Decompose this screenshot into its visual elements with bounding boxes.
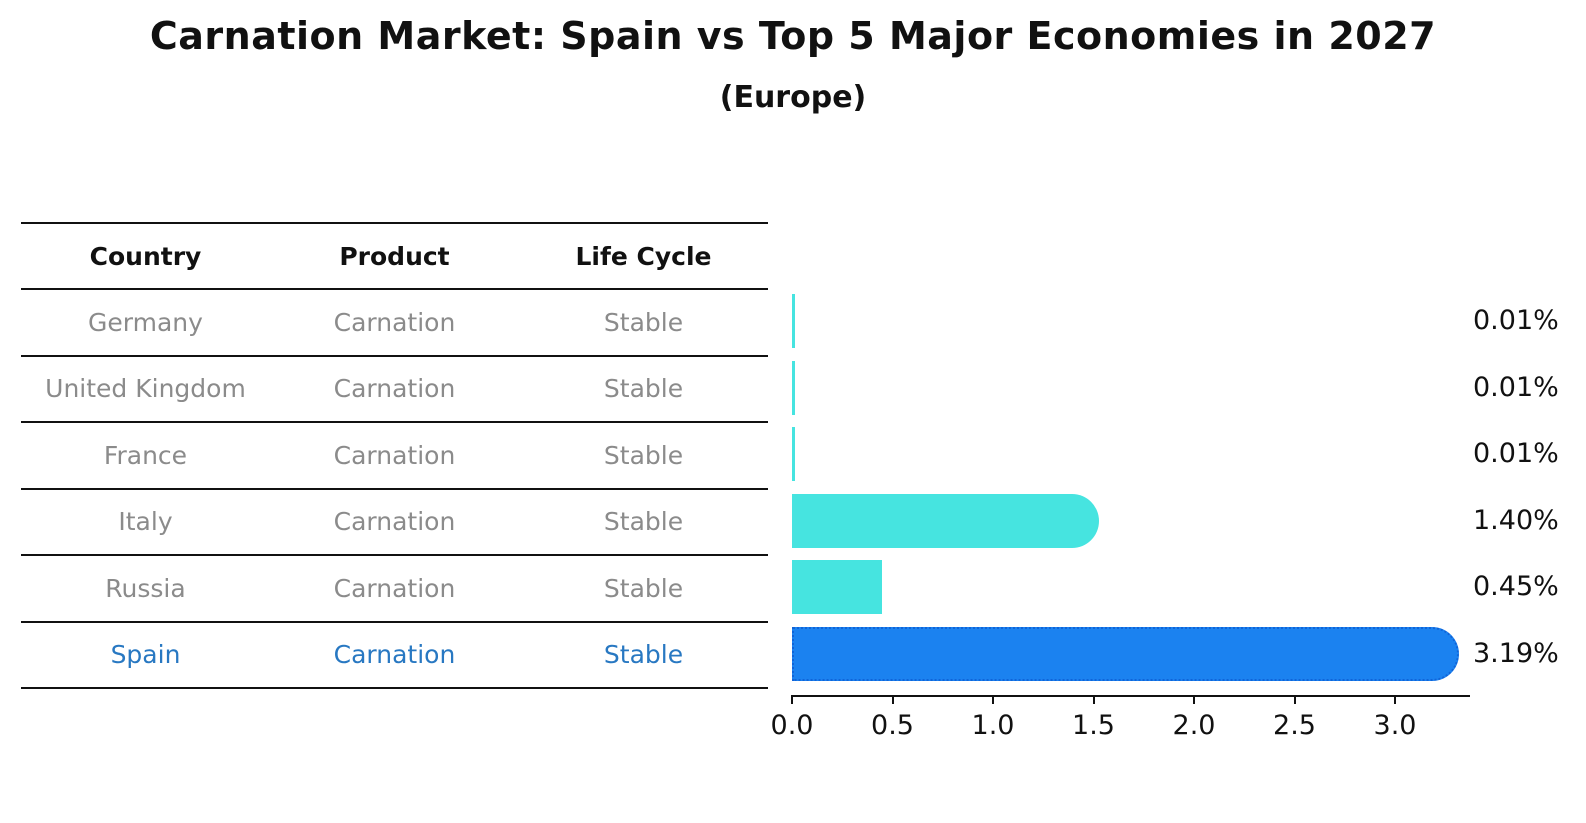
product-cell: Carnation xyxy=(333,440,456,470)
x-axis-tick-label: 0.5 xyxy=(871,710,914,741)
product-cell: Carnation xyxy=(333,307,456,337)
x-axis-tick xyxy=(1092,695,1095,704)
value-label-spain: 3.19% xyxy=(1473,637,1559,669)
country-table: Country Product Life Cycle Germany Carna… xyxy=(21,222,768,689)
x-axis-tick-label: 3.0 xyxy=(1373,710,1417,741)
bar-italy xyxy=(792,493,1100,548)
column-header-product: Product xyxy=(339,241,450,271)
country-cell: Russia xyxy=(105,573,186,603)
table-row-russia: Russia Carnation Stable xyxy=(21,556,768,623)
chart-subtitle: (Europe) xyxy=(719,80,867,115)
bar-france xyxy=(792,427,795,482)
x-axis-tick xyxy=(891,695,894,704)
life-cycle-cell: Stable xyxy=(603,573,684,603)
value-label-italy: 1.40% xyxy=(1473,504,1559,536)
table-row-italy: Italy Carnation Stable xyxy=(21,490,768,556)
product-cell: Carnation xyxy=(333,507,456,537)
bar-united-kingdom xyxy=(792,360,795,415)
x-axis-tick-label: 2.5 xyxy=(1273,710,1316,741)
table-header-row: Country Product Life Cycle xyxy=(21,224,768,290)
x-axis-tick xyxy=(992,695,994,704)
value-label-germany: 0.01% xyxy=(1473,305,1559,337)
bar-russia xyxy=(792,560,883,615)
life-cycle-cell: Stable xyxy=(603,440,684,470)
life-cycle-cell: Stable xyxy=(603,374,684,404)
life-cycle-cell: Stable xyxy=(603,507,684,537)
x-axis-tick-label: 0.0 xyxy=(770,710,814,741)
product-cell: Carnation xyxy=(333,640,456,670)
x-axis-tick-label: 1.0 xyxy=(971,710,1015,741)
column-header-life-cycle: Life Cycle xyxy=(575,241,712,271)
x-axis-tick-label: 2.0 xyxy=(1172,710,1216,741)
bar-spain xyxy=(792,626,1460,681)
x-axis-tick xyxy=(1193,695,1195,704)
value-label-united-kingdom: 0.01% xyxy=(1473,371,1559,403)
country-cell: Spain xyxy=(110,640,181,670)
table-row-france: France Carnation Stable xyxy=(21,423,768,490)
table-row-spain: Spain Carnation Stable xyxy=(21,623,768,689)
country-cell: Italy xyxy=(118,507,173,537)
value-label-france: 0.01% xyxy=(1473,438,1559,470)
bar-germany xyxy=(792,294,795,349)
x-axis-tick xyxy=(1394,695,1396,704)
value-label-russia: 0.45% xyxy=(1473,571,1559,603)
column-header-country: Country xyxy=(89,241,202,271)
country-cell: France xyxy=(103,440,188,470)
life-cycle-cell: Stable xyxy=(603,307,684,337)
table-row-united-kingdom: United Kingdom Carnation Stable xyxy=(21,357,768,423)
product-cell: Carnation xyxy=(333,374,456,404)
chart-title: Carnation Market: Spain vs Top 5 Major E… xyxy=(149,14,1437,58)
x-axis-tick xyxy=(791,695,793,704)
x-axis-tick xyxy=(1293,695,1296,704)
x-axis-tick-label: 1.5 xyxy=(1072,710,1115,741)
table-row-germany: Germany Carnation Stable xyxy=(21,290,768,357)
x-axis-line xyxy=(792,695,1470,697)
country-cell: Germany xyxy=(88,307,203,337)
product-cell: Carnation xyxy=(333,573,456,603)
country-cell: United Kingdom xyxy=(45,374,246,404)
life-cycle-cell: Stable xyxy=(603,640,684,670)
